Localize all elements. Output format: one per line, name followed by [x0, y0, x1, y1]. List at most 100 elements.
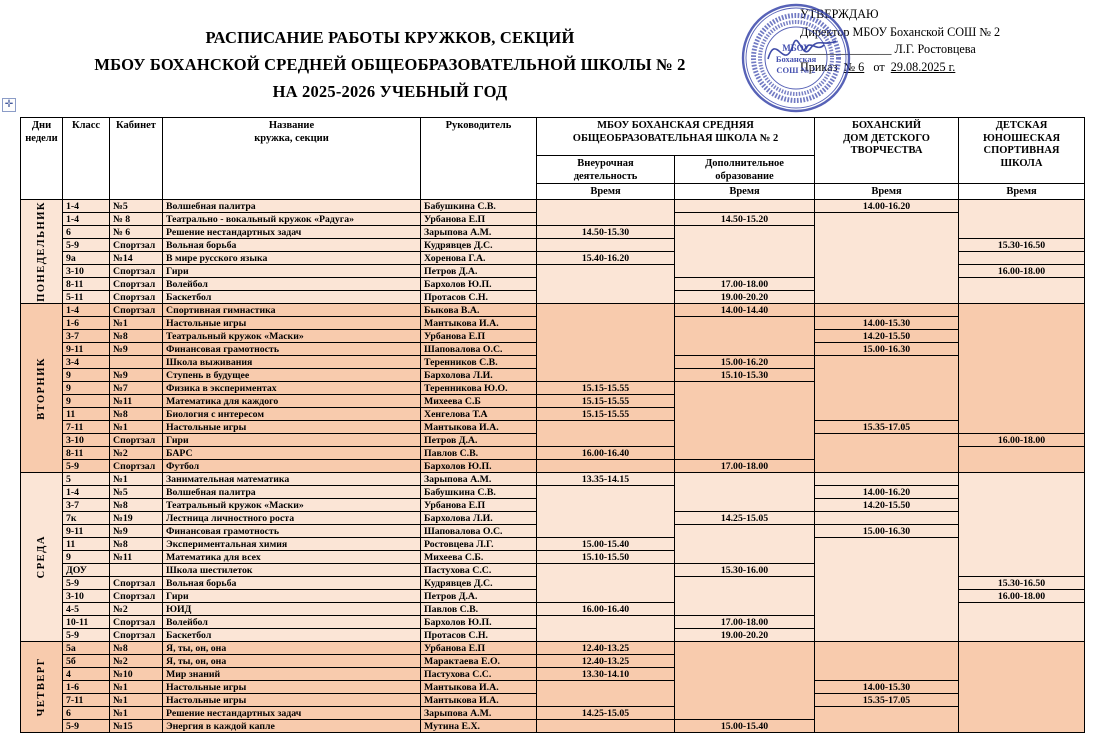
time-cell [958, 199, 1085, 239]
time-cell: 15.00-16.20 [674, 355, 815, 369]
room-cell: №8 [109, 407, 163, 421]
teacher-cell: Мантыкова И.А. [420, 316, 537, 330]
room-cell: №1 [109, 693, 163, 707]
teacher-cell: Петров Д.А. [420, 589, 537, 603]
room-cell: Спортзал [109, 290, 163, 304]
col-header-time-dop: Время [674, 183, 815, 200]
room-cell: №5 [109, 485, 163, 499]
schedule-row: 7-11 №1 Настольные игры Мантыкова И.А. 15.35… [21, 420, 1085, 447]
class-cell: 9 [62, 394, 110, 408]
teacher-cell: Протасов С.Н. [420, 290, 537, 304]
teacher-cell: Протасов С.Н. [420, 628, 537, 642]
room-cell: №7 [109, 381, 163, 395]
teacher-cell: Урбанова Е.П [420, 212, 537, 226]
document-title: РАСПИСАНИЕ РАБОТЫ КРУЖКОВ, СЕКЦИЙ МБОУ Б… [18, 24, 762, 105]
schedule-row: 9-11 №9 Финансовая грамотность Шаповалова О… [21, 524, 1085, 564]
schedule-row: 3-7 №8 Театральный кружок «Маски» Урбанова … [21, 329, 1085, 343]
club-cell: Вольная борьба [162, 238, 421, 252]
time-cell: 15.30-16.00 [674, 563, 815, 577]
class-cell: 5-11 [62, 290, 110, 304]
time-cell: 15.10-15.50 [536, 550, 675, 564]
table-move-handle-icon[interactable]: ✛ [2, 98, 16, 112]
time-cell [536, 459, 675, 473]
club-cell: Баскетбол [162, 628, 421, 642]
class-cell: 1-4 [62, 199, 110, 213]
time-cell: 14.00-16.20 [814, 199, 959, 213]
time-cell: 15.00-16.30 [814, 342, 959, 356]
stamp-center-line1: МБОУ [782, 43, 810, 53]
teacher-cell: Бархолова Л.И. [420, 368, 537, 382]
schedule-row: 1-6 №1 Настольные игры Мантыкова И.А. 14.00-… [21, 680, 1085, 707]
room-cell: №9 [109, 342, 163, 356]
schedule-row: 5-9 Спортзал Футбол Бархолов Ю.П. 17.00-18.0… [21, 459, 1085, 473]
room-cell: Спортзал [109, 264, 163, 278]
teacher-cell: Михеева С.Б [420, 394, 537, 408]
time-cell [958, 277, 1085, 304]
day-name: ЧЕТВЕРГ [35, 657, 47, 717]
time-cell: 15.35-17.05 [814, 420, 959, 434]
class-cell: 7-11 [62, 693, 110, 707]
time-cell: 12.40-13.25 [536, 641, 675, 655]
class-cell: 8-11 [62, 446, 110, 460]
club-cell: Биология с интересом [162, 407, 421, 421]
teacher-cell: Мутина Е.Х. [420, 719, 537, 733]
class-cell: 4-5 [62, 602, 110, 616]
time-cell: 13.35-14.15 [536, 472, 675, 486]
teacher-cell: Петров Д.А. [420, 264, 537, 278]
room-cell: Спортзал [109, 628, 163, 642]
class-cell: 9 [62, 550, 110, 564]
stamp-icon: МБОУ Боханская СОШ № 2 [741, 3, 851, 113]
teacher-cell: Зарыпова А.М. [420, 706, 537, 720]
class-cell: 1-4 [62, 303, 110, 317]
room-cell: Спортзал [109, 589, 163, 603]
time-cell [674, 524, 815, 564]
col-header-days: Дни недели [20, 117, 63, 200]
teacher-cell: Бархолов Ю.П. [420, 277, 537, 291]
col-header-teacher: Руководитель [420, 117, 537, 200]
class-cell: 5 [62, 472, 110, 486]
room-cell: №19 [109, 511, 163, 525]
title-line-2: МБОУ БОХАНСКОЙ СРЕДНЕЙ ОБЩЕОБРАЗОВАТЕЛЬН… [94, 55, 686, 74]
approval-line-2: Директор МБОУ Боханской СОШ № 2 [800, 24, 1001, 39]
time-cell [536, 485, 675, 538]
schedule-row: 6 № 6 Решение нестандартных задач Зарыпова … [21, 225, 1085, 278]
time-cell [536, 199, 675, 226]
club-cell: Гири [162, 264, 421, 278]
class-cell: 5-9 [62, 238, 110, 252]
room-cell: №1 [109, 706, 163, 720]
club-cell: Финансовая грамотность [162, 342, 421, 356]
room-cell: № 8 [109, 212, 163, 226]
teacher-cell: Мантыкова И.А. [420, 693, 537, 707]
teacher-cell: Зарыпова А.М. [420, 225, 537, 239]
stamp-center-line3: СОШ № 2 [776, 65, 815, 75]
time-cell [814, 472, 959, 486]
teacher-cell: Павлов С.В. [420, 602, 537, 616]
schedule-row: 9 №7 Физика в экспериментах Теренникова Ю.О… [21, 381, 1085, 460]
time-cell [814, 212, 959, 304]
club-cell: Спортивная гимнастика [162, 303, 421, 317]
teacher-cell: Бархолова Л.И. [420, 511, 537, 525]
schedule-row: 11 №8 Экспериментальная химия Ростовцева Л.… [21, 537, 1085, 642]
schedule-row: 4-5 №2 ЮИД Павлов С.В. 16.00-16.40 [21, 602, 1085, 642]
room-cell: №15 [109, 719, 163, 733]
room-cell: Спортзал [109, 576, 163, 590]
club-cell: Школа выживания [162, 355, 421, 369]
time-cell [958, 641, 1085, 733]
club-cell: Решение нестандартных задач [162, 225, 421, 239]
time-cell [814, 537, 959, 642]
class-cell: 9 [62, 368, 110, 382]
approval-block: УТВЕРЖДАЮ Директор МБОУ Боханской СОШ № … [800, 6, 1090, 76]
order-date: 29.08.2025 г. [890, 59, 956, 74]
teacher-cell: Мантыкова И.А. [420, 680, 537, 694]
time-cell [674, 225, 815, 278]
col-header-class: Класс [62, 117, 110, 200]
time-cell: 16.00-18.00 [958, 264, 1085, 278]
club-cell: Настольные игры [162, 316, 421, 330]
day-cell: ВТОРНИК [20, 303, 63, 473]
stamp-center-line2: Боханская [776, 54, 817, 64]
time-cell [674, 381, 815, 460]
day-cell: ПОНЕДЕЛЬНИК [20, 199, 63, 304]
col-header-time-dush: Время [958, 183, 1085, 200]
teacher-cell: Михеева С.Б. [420, 550, 537, 564]
time-cell: 16.00-18.00 [958, 433, 1085, 447]
